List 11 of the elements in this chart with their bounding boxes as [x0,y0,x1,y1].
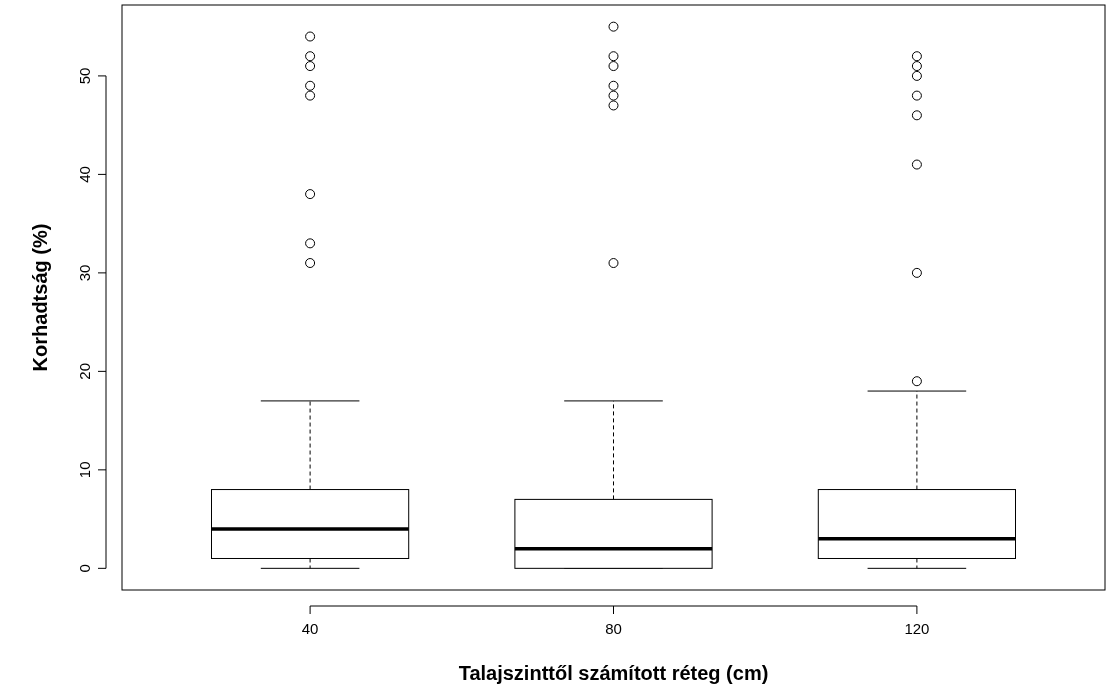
x-axis-title: Talajszinttől számított réteg (cm) [458,662,769,684]
y-tick-label: 40 [76,166,93,183]
x-tick-label: 80 [605,620,622,637]
x-tick-label: 40 [301,620,319,637]
y-tick-label: 0 [76,564,93,573]
y-tick-label: 30 [76,264,93,282]
y-tick-label: 10 [76,461,93,479]
x-tick-label: 120 [904,620,930,637]
y-tick-label: 50 [76,67,93,85]
y-tick-label: 20 [76,363,93,380]
y-axis-title: Korhadtság (%) [29,223,51,372]
